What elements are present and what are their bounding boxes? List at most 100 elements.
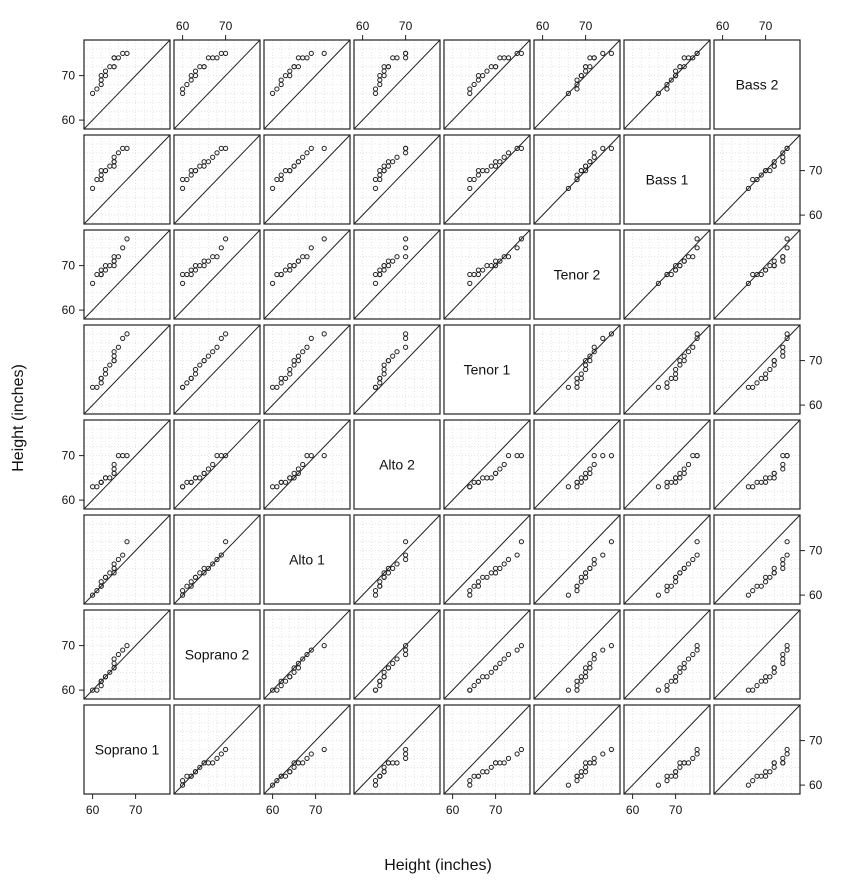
panel-background bbox=[714, 40, 800, 129]
y-tick-label: 60 bbox=[809, 398, 823, 412]
panel-0-2 bbox=[263, 39, 351, 130]
data-point bbox=[493, 64, 499, 70]
data-point bbox=[304, 55, 310, 61]
data-point bbox=[372, 185, 379, 191]
reference-line bbox=[353, 229, 441, 320]
panel-frame bbox=[353, 419, 441, 510]
data-point bbox=[287, 168, 293, 174]
data-point bbox=[223, 145, 229, 151]
panel-0-4 bbox=[443, 39, 531, 130]
panel-frame bbox=[443, 39, 531, 130]
data-point bbox=[184, 176, 190, 183]
data-point bbox=[591, 556, 597, 563]
data-point bbox=[681, 353, 687, 359]
data-point bbox=[111, 64, 117, 70]
data-point bbox=[180, 484, 186, 490]
panel-5-5 bbox=[533, 514, 621, 605]
reference-line bbox=[623, 704, 711, 795]
data-point bbox=[218, 245, 224, 251]
panel-frame bbox=[713, 514, 801, 605]
panel-frame bbox=[173, 704, 261, 795]
data-point bbox=[98, 678, 104, 684]
data-point bbox=[291, 263, 297, 269]
data-point bbox=[295, 353, 301, 359]
data-point bbox=[218, 335, 224, 341]
data-point bbox=[205, 159, 211, 165]
data-point bbox=[274, 484, 280, 490]
data-point bbox=[120, 647, 126, 653]
x-tick-label: 60 bbox=[716, 19, 730, 33]
panel-frame bbox=[713, 39, 801, 130]
data-point bbox=[484, 674, 490, 680]
panel-frame bbox=[623, 39, 711, 130]
panel-7-5 bbox=[533, 704, 621, 795]
panel-background bbox=[624, 135, 710, 224]
data-point bbox=[591, 461, 597, 468]
data-point bbox=[565, 90, 572, 97]
data-point bbox=[578, 371, 584, 377]
data-point bbox=[377, 579, 383, 585]
data-point bbox=[372, 588, 379, 594]
data-point bbox=[403, 331, 409, 337]
panel-1-0 bbox=[83, 134, 171, 225]
data-point bbox=[587, 64, 593, 70]
panel-frame bbox=[533, 609, 621, 700]
data-point bbox=[505, 55, 512, 61]
data-point bbox=[780, 651, 786, 658]
data-point bbox=[673, 68, 679, 74]
y-tick-label: 70 bbox=[62, 449, 76, 463]
data-point bbox=[583, 570, 589, 576]
data-point bbox=[505, 254, 512, 260]
data-point bbox=[574, 77, 580, 83]
data-point bbox=[124, 331, 130, 337]
data-point bbox=[600, 453, 606, 459]
diagonal-label: Bass 1 bbox=[646, 172, 689, 188]
data-point bbox=[308, 453, 314, 459]
data-point bbox=[102, 168, 109, 174]
data-point bbox=[300, 154, 306, 160]
data-point bbox=[180, 185, 186, 191]
data-point bbox=[321, 236, 327, 242]
y-tick-label: 60 bbox=[62, 683, 76, 697]
data-point bbox=[488, 764, 494, 770]
data-point bbox=[655, 90, 662, 97]
data-point bbox=[484, 68, 490, 74]
data-point bbox=[201, 470, 207, 476]
panel-frame bbox=[713, 609, 801, 700]
panel-frame bbox=[263, 419, 351, 510]
panel-background bbox=[84, 705, 170, 794]
panel-4-7 bbox=[713, 419, 801, 510]
data-point bbox=[583, 163, 589, 169]
data-point bbox=[600, 50, 606, 56]
panel-3-7 bbox=[713, 324, 801, 415]
x-tick-label: 70 bbox=[579, 19, 593, 33]
data-point bbox=[201, 358, 207, 364]
panel-2-6 bbox=[623, 229, 711, 320]
data-point bbox=[304, 344, 310, 350]
data-point bbox=[278, 271, 284, 278]
panel-frame bbox=[533, 324, 621, 415]
reference-line bbox=[533, 609, 621, 700]
x-tick-label: 60 bbox=[86, 803, 100, 817]
data-point bbox=[304, 755, 310, 762]
data-point bbox=[381, 764, 387, 770]
panel-frame bbox=[83, 39, 171, 130]
data-point bbox=[771, 358, 777, 364]
data-point bbox=[124, 145, 130, 151]
data-point bbox=[120, 245, 126, 251]
data-point bbox=[745, 782, 752, 788]
panel-4-4 bbox=[443, 419, 531, 510]
data-point bbox=[390, 159, 396, 165]
reference-line bbox=[83, 229, 171, 320]
panel-frame bbox=[83, 419, 171, 510]
data-point bbox=[180, 280, 186, 286]
data-point bbox=[501, 461, 507, 468]
data-point bbox=[124, 236, 130, 242]
data-point bbox=[505, 755, 512, 762]
data-point bbox=[115, 556, 122, 563]
panel-frame bbox=[173, 39, 261, 130]
data-point bbox=[403, 50, 409, 56]
y-tick-label: 60 bbox=[62, 113, 76, 127]
y-tick-label: 60 bbox=[62, 303, 76, 317]
data-point bbox=[214, 344, 220, 350]
